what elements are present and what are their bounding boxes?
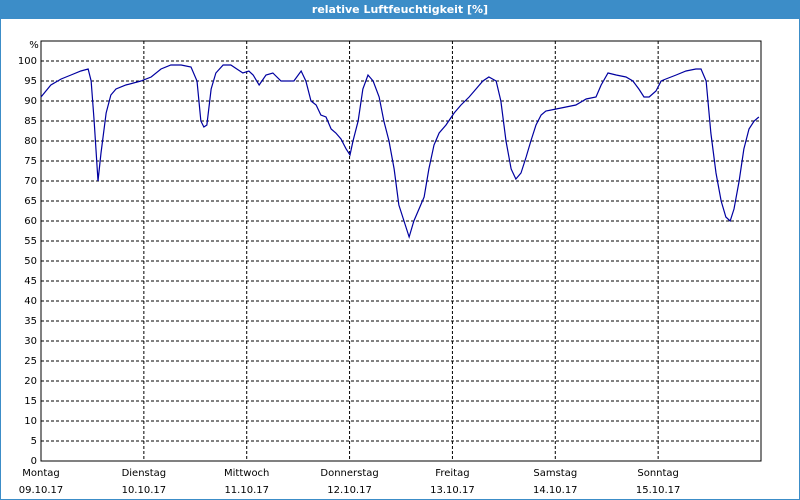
x-tick-label: Dienstag xyxy=(122,468,167,479)
x-tick-date: 12.10.17 xyxy=(327,485,372,496)
x-tick-date: 11.10.17 xyxy=(224,485,269,496)
y-axis-label: % xyxy=(29,40,39,51)
y-tick-label: 15 xyxy=(24,396,37,407)
y-tick-label: 40 xyxy=(24,296,37,307)
y-tick-label: 85 xyxy=(24,116,37,127)
y-tick-label: 45 xyxy=(24,276,37,287)
x-tick-label: Donnerstag xyxy=(320,468,378,479)
x-tick-date: 15.10.17 xyxy=(636,485,681,496)
title-bar: relative Luftfeuchtigkeit [%] xyxy=(1,1,799,19)
x-tick-label: Samstag xyxy=(533,468,577,479)
y-tick-label: 80 xyxy=(24,136,37,147)
y-tick-label: 75 xyxy=(24,156,37,167)
x-tick-label: Freitag xyxy=(435,468,469,479)
y-tick-label: 100 xyxy=(18,56,37,67)
y-tick-label: 90 xyxy=(24,96,37,107)
x-tick-date: 09.10.17 xyxy=(19,485,64,496)
y-tick-label: 25 xyxy=(24,356,37,367)
x-tick-date: 14.10.17 xyxy=(533,485,578,496)
y-tick-label: 0 xyxy=(31,456,37,467)
x-tick-date: 10.10.17 xyxy=(122,485,167,496)
x-tick-label: Mittwoch xyxy=(224,468,269,479)
y-tick-label: 50 xyxy=(24,256,37,267)
y-tick-label: 55 xyxy=(24,236,37,247)
x-tick-label: Montag xyxy=(22,468,59,479)
data-line xyxy=(40,64,760,240)
x-tick-date: 13.10.17 xyxy=(430,485,475,496)
y-tick-label: 5 xyxy=(31,436,37,447)
y-tick-label: 10 xyxy=(24,416,37,427)
plot-frame xyxy=(40,40,762,462)
y-tick-label: 35 xyxy=(24,316,37,327)
y-tick-label: 30 xyxy=(24,336,37,347)
y-tick-label: 20 xyxy=(24,376,37,387)
y-tick-label: 60 xyxy=(24,216,37,227)
y-tick-label: 95 xyxy=(24,76,37,87)
y-tick-label: 65 xyxy=(24,196,37,207)
x-tick-label: Sonntag xyxy=(637,468,679,479)
y-tick-label: 70 xyxy=(24,176,37,187)
